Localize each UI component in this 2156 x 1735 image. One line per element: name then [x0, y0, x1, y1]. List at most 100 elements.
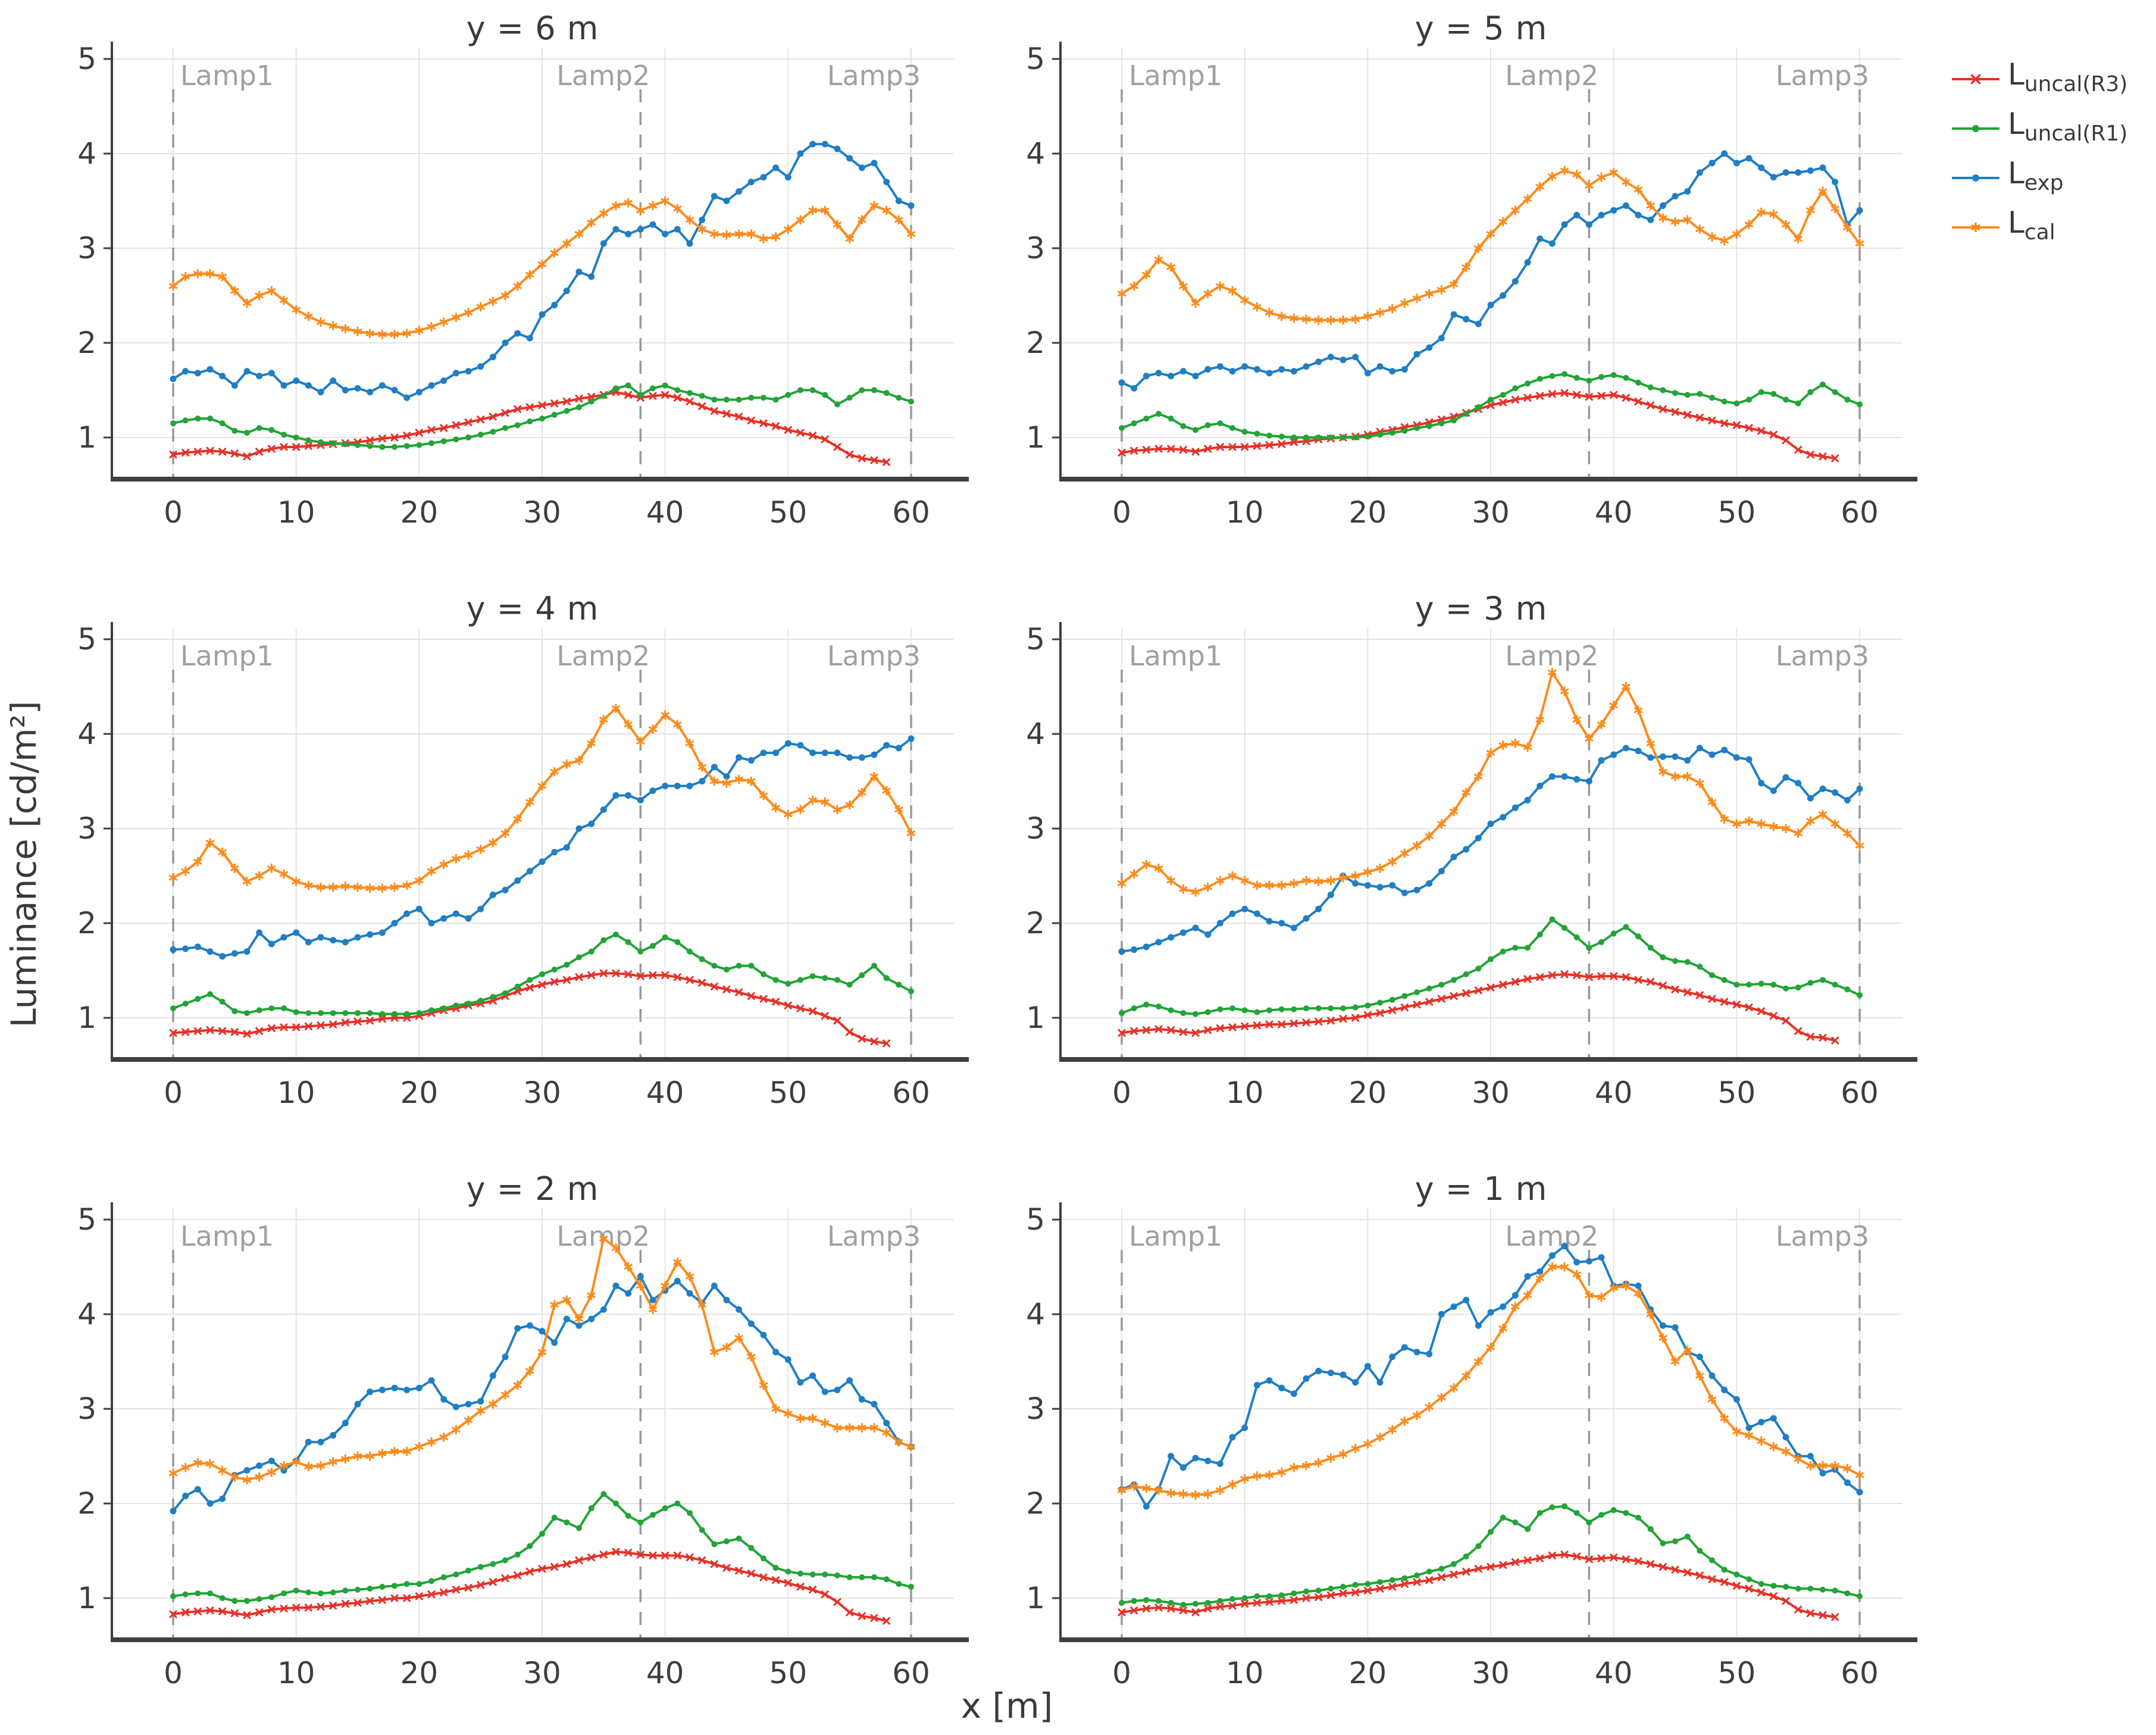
lamp-label: Lamp3 — [1776, 640, 1869, 672]
y-tick-label: 3 — [77, 811, 96, 846]
y-tick-label: 1 — [1026, 1001, 1045, 1035]
subplot-y5: Lamp1 Lamp2 Lamp3 1 2 3 4 5 0 10 20 30 40 50 60 — [960, 0, 1919, 574]
x-tick-label: 30 — [523, 1656, 561, 1690]
x-tick-label: 40 — [1595, 1656, 1633, 1690]
x-tick-label: 10 — [277, 495, 315, 530]
lamp-label: Lamp1 — [1129, 60, 1222, 92]
y-tick-label: 1 — [77, 1581, 96, 1615]
x-tick-label: 60 — [892, 1076, 930, 1110]
x-tick-label: 50 — [769, 1076, 808, 1110]
panel-title-y3: y = 3 m — [1415, 590, 1548, 627]
x-tick-label: 20 — [400, 1076, 439, 1110]
subplot-y4: Lamp1 Lamp2 Lamp3 1 2 3 4 5 0 10 20 30 40 50 60 — [12, 580, 970, 1155]
x-tick-label: 50 — [1718, 495, 1756, 530]
x-tick-label: 30 — [523, 1076, 561, 1110]
legend-label-luncal-r1: Luncal(R1) — [2008, 106, 2128, 146]
y-tick-label: 4 — [77, 1297, 96, 1331]
y-tick-label: 2 — [1026, 906, 1045, 940]
lamp-label: Lamp2 — [1505, 60, 1598, 92]
x-tick-label: 0 — [164, 1076, 183, 1110]
x-tick-label: 60 — [1841, 1656, 1879, 1690]
x-tick-label: 60 — [892, 1656, 930, 1690]
x-tick-label: 20 — [1349, 495, 1387, 530]
x-tick-label: 30 — [1472, 1656, 1510, 1690]
y-tick-label: 1 — [1026, 1581, 1045, 1615]
lamp-label: Lamp1 — [180, 640, 274, 672]
legend-marker-dot-blue-icon — [1952, 174, 1999, 182]
y-tick-label: 1 — [77, 1001, 96, 1035]
y-tick-label: 2 — [77, 906, 96, 940]
legend-marker-x-red-icon — [1952, 74, 1999, 85]
y-tick-label: 1 — [77, 420, 96, 455]
y-tick-label: 4 — [77, 717, 96, 751]
x-tick-label: 50 — [1718, 1656, 1756, 1690]
y-tick-label: 4 — [1026, 136, 1045, 171]
x-tick-label: 50 — [1718, 1076, 1756, 1110]
x-tick-label: 60 — [1841, 495, 1879, 530]
x-tick-label: 20 — [400, 1656, 439, 1690]
y-tick-label: 4 — [1026, 1297, 1045, 1331]
legend-entry-lcal: Lcal — [1951, 207, 2127, 245]
panel-title-y4: y = 4 m — [466, 590, 599, 627]
y-tick-label: 5 — [77, 42, 96, 76]
subplot-y6: Lamp1 Lamp2 Lamp3 1 2 3 4 5 0 10 20 30 40 50 60 — [12, 0, 970, 574]
x-tick-label: 50 — [769, 1656, 808, 1690]
legend-label-luncal-r3: Luncal(R3) — [2008, 57, 2128, 96]
x-tick-label: 10 — [1226, 1076, 1264, 1110]
x-tick-label: 10 — [1226, 495, 1264, 530]
legend-label-lexp: Lexp — [2008, 155, 2064, 195]
x-tick-label: 40 — [646, 1076, 684, 1110]
legend-entry-lexp: Lexp — [1951, 157, 2127, 195]
x-tick-label: 10 — [277, 1656, 315, 1690]
panel-title-y1: y = 1 m — [1415, 1170, 1548, 1208]
x-tick-label: 0 — [1112, 1656, 1131, 1690]
x-tick-label: 20 — [1349, 1656, 1387, 1690]
y-tick-label: 2 — [1026, 326, 1045, 360]
y-tick-label: 1 — [1026, 420, 1045, 455]
lamp-label: Lamp1 — [180, 60, 274, 92]
x-tick-label: 40 — [1595, 1076, 1633, 1110]
y-tick-label: 3 — [1026, 1392, 1045, 1426]
subplot-y2: Lamp1 Lamp2 Lamp3 1 2 3 4 5 0 10 20 30 40 50 60 — [12, 1161, 970, 1735]
x-tick-label: 40 — [1595, 495, 1633, 530]
x-tick-label: 0 — [1112, 1076, 1131, 1110]
subplot-y3: Lamp1 Lamp2 Lamp3 1 2 3 4 5 0 10 20 30 40 50 60 — [960, 580, 1919, 1155]
x-tick-label: 0 — [164, 495, 183, 530]
y-tick-label: 3 — [77, 1392, 96, 1426]
y-tick-label: 2 — [77, 1486, 96, 1521]
y-tick-label: 5 — [77, 622, 96, 657]
lamp-label: Lamp3 — [827, 1220, 921, 1252]
lamp-label: Lamp3 — [1776, 1220, 1869, 1252]
y-tick-label: 2 — [77, 326, 96, 360]
x-tick-label: 30 — [1472, 495, 1510, 530]
x-tick-label: 0 — [1112, 495, 1131, 530]
x-tick-label: 30 — [1472, 1076, 1510, 1110]
lamp-label: Lamp2 — [1505, 640, 1598, 672]
x-tick-label: 30 — [523, 495, 561, 530]
x-tick-label: 10 — [1226, 1656, 1264, 1690]
y-tick-label: 3 — [77, 231, 96, 265]
legend-entry-luncal-r3: Luncal(R3) — [1951, 58, 2127, 96]
lamp-label: Lamp3 — [827, 60, 921, 92]
x-tick-label: 0 — [164, 1656, 183, 1690]
y-tick-label: 4 — [77, 136, 96, 171]
lamp-label: Lamp2 — [556, 60, 650, 92]
y-tick-label: 3 — [1026, 231, 1045, 265]
x-tick-label: 40 — [646, 495, 684, 530]
legend-entry-luncal-r1: Luncal(R1) — [1951, 108, 2127, 146]
lamp-label: Lamp1 — [180, 1220, 274, 1252]
subplot-y1: Lamp1 Lamp2 Lamp3 1 2 3 4 5 0 10 20 30 40 50 60 — [960, 1161, 1919, 1735]
x-tick-label: 20 — [1349, 1076, 1387, 1110]
lamp-label: Lamp1 — [1129, 640, 1222, 672]
panel-title-y2: y = 2 m — [466, 1170, 599, 1208]
lamp-label: Lamp3 — [827, 640, 921, 672]
legend: Luncal(R3) Luncal(R1) Lexp Lcal — [1951, 58, 2127, 245]
panel-title-y5: y = 5 m — [1415, 10, 1548, 47]
